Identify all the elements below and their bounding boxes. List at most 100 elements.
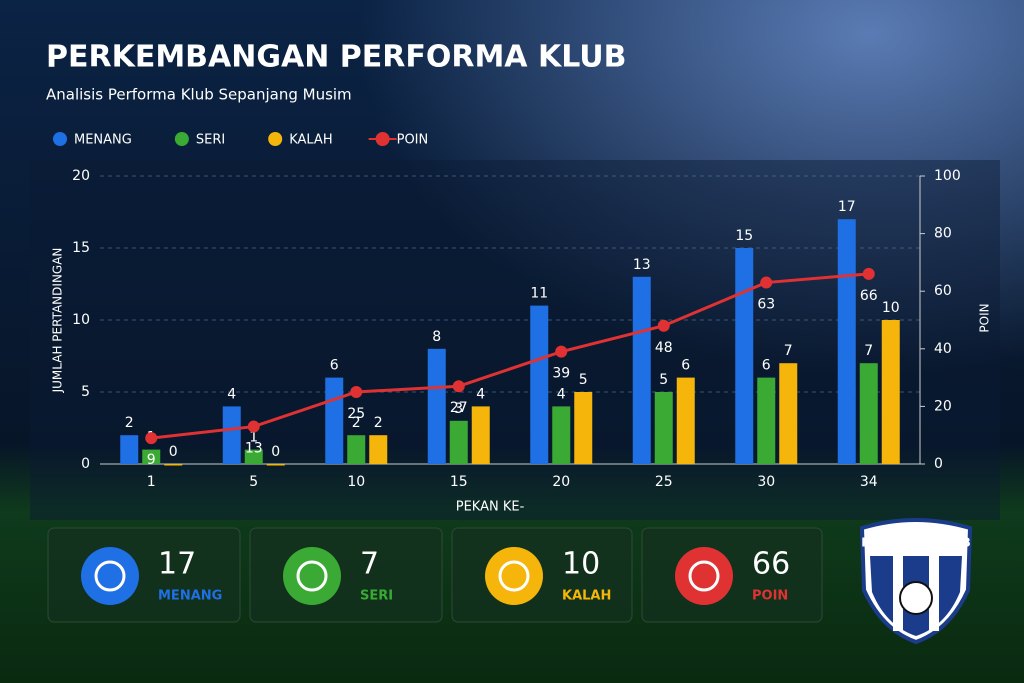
y2-axis-label: POIN [978, 303, 992, 332]
line-point [555, 345, 568, 358]
y2-tick-label: 100 [934, 168, 961, 184]
legend-label: POIN [397, 133, 429, 148]
x-tick-label: 34 [860, 474, 878, 490]
line-value-label: 13 [245, 441, 263, 457]
bar-value-label: 2 [352, 415, 361, 431]
bar-value-label: 15 [735, 228, 753, 244]
summary-icon-inner [498, 560, 530, 592]
y-axis-label: JUMLAH PERTANDINGAN [51, 248, 65, 394]
line-value-label: 63 [757, 297, 775, 313]
bar [837, 219, 856, 464]
legend-label: SERI [196, 133, 225, 148]
x-tick-label: 10 [347, 474, 365, 490]
bar [757, 377, 776, 464]
y2-tick-label: 40 [934, 341, 952, 357]
bar [552, 406, 571, 464]
bar-value-label: 3 [454, 401, 463, 417]
summary-label: KALAH [562, 589, 611, 604]
bar-value-label: 4 [227, 386, 236, 402]
bar [471, 406, 490, 464]
bar [142, 449, 161, 464]
x-tick-label: 30 [757, 474, 775, 490]
line-point [862, 267, 875, 280]
bar-value-label: 2 [374, 415, 383, 431]
y-tick-label: 10 [72, 312, 90, 328]
y2-tick-label: 20 [934, 398, 952, 414]
bar [574, 392, 593, 464]
bar-value-label: 7 [864, 343, 873, 359]
line-point [452, 380, 465, 393]
bar [325, 377, 344, 464]
bar-value-label: 4 [557, 386, 566, 402]
bar [427, 348, 446, 464]
line-point [247, 420, 260, 433]
bar [369, 435, 388, 464]
summary-icon [675, 547, 733, 605]
summary-icon-inner [296, 560, 328, 592]
bar [347, 435, 366, 464]
bar-value-label: 1 [249, 430, 258, 446]
bar-value-label: 5 [659, 372, 668, 388]
bar [676, 377, 695, 464]
summary-label: SERI [360, 589, 393, 604]
bar-value-label: 0 [271, 444, 280, 460]
bar [881, 320, 900, 464]
line-value-label: 25 [347, 406, 365, 422]
y2-tick-label: 80 [934, 226, 952, 242]
summary-icon [81, 547, 139, 605]
summary-value: 7 [360, 547, 379, 582]
bar [164, 464, 183, 466]
y-tick-label: 5 [81, 384, 90, 400]
x-tick-label: 15 [450, 474, 468, 490]
badge-stripe [929, 556, 939, 631]
bar-value-label: 11 [530, 286, 548, 302]
line-point [657, 319, 670, 332]
y-tick-label: 15 [72, 240, 90, 256]
x-axis-label: PEKAN KE- [456, 500, 525, 515]
line-value-label: 66 [860, 288, 878, 304]
legend-marker [268, 132, 283, 146]
summary-icon [283, 547, 341, 605]
bar-value-label: 6 [681, 358, 690, 374]
y2-tick-label: 0 [934, 456, 943, 472]
bar-value-label: 6 [330, 358, 339, 374]
bar-value-label: 4 [476, 386, 485, 402]
badge-ball [899, 581, 933, 615]
badge-stripe [893, 556, 903, 631]
badge: FOOTBALL CLUB [859, 518, 973, 645]
bar [449, 420, 468, 464]
bar [244, 449, 263, 464]
line-value-label: 9 [147, 452, 156, 468]
summary-icon-inner [688, 560, 720, 592]
badge-text: FOOTBALL CLUB [861, 536, 971, 550]
line-point [350, 386, 363, 398]
x-tick-label: 1 [147, 474, 156, 490]
bar-value-label: 2 [125, 415, 134, 431]
bar [735, 248, 754, 464]
chart-subtitle: Analisis Performa Klub Sepanjang Musim [46, 86, 352, 104]
x-tick-label: 25 [655, 474, 673, 490]
y-tick-label: 0 [81, 456, 90, 472]
bar-value-label: 5 [579, 372, 588, 388]
y-tick-label: 20 [72, 168, 90, 184]
x-tick-label: 20 [552, 474, 570, 490]
bar-value-label: 0 [169, 444, 178, 460]
bar [530, 305, 549, 464]
line [151, 272, 869, 440]
summary-label: MENANG [158, 589, 222, 604]
line-point [760, 276, 773, 289]
summary-value: 17 [158, 547, 196, 582]
bar-value-label: 17 [838, 199, 856, 215]
summary-value: 10 [562, 547, 600, 582]
legend-marker [53, 132, 67, 146]
bar [120, 435, 139, 464]
line-point [145, 432, 158, 445]
legend-marker [375, 132, 390, 146]
summary-icon [485, 547, 543, 605]
y2-tick-label: 60 [934, 283, 952, 299]
summary-value: 66 [752, 547, 790, 582]
legend-label: MENANG [74, 133, 132, 148]
bar [632, 276, 651, 464]
